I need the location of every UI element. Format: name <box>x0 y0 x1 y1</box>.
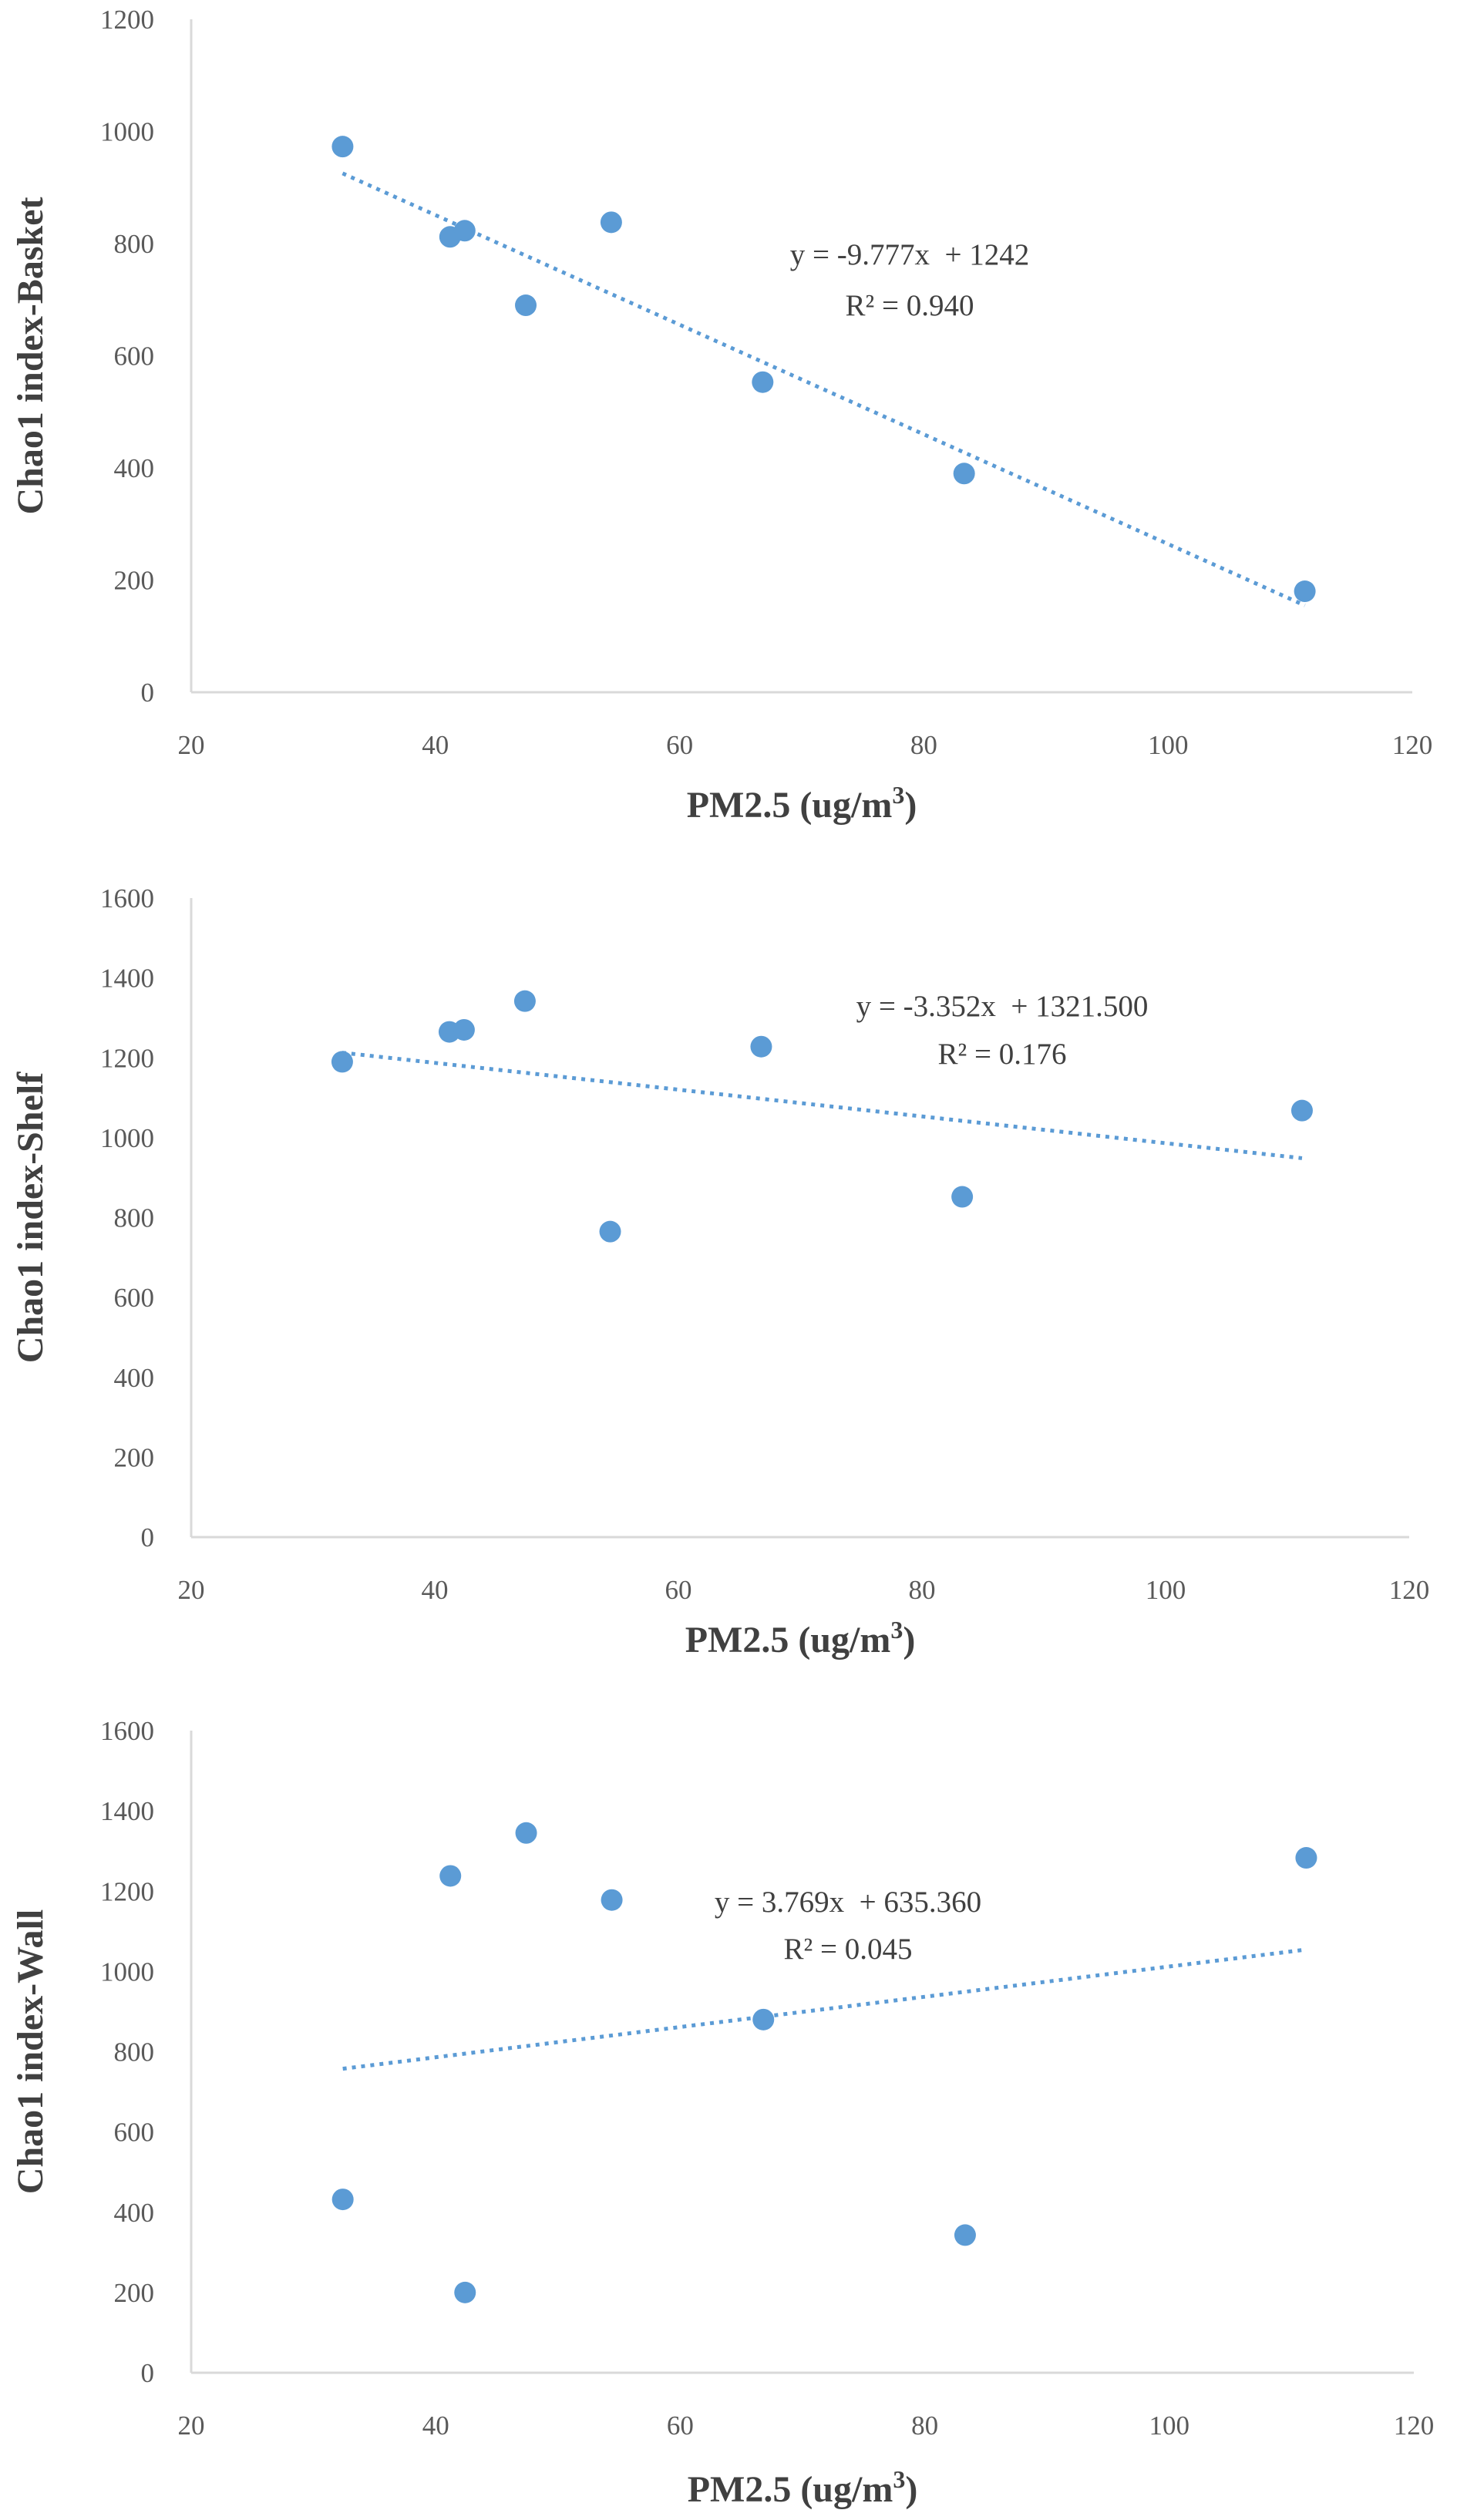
x-tick-label: 80 <box>911 2411 938 2441</box>
trendline <box>342 171 1306 607</box>
y-tick-label: 1200 <box>100 5 154 35</box>
data-point <box>439 1865 462 1887</box>
x-axis-title-tail: ) <box>904 785 917 826</box>
data-point <box>1295 1847 1317 1869</box>
chart-panel-2: 0 200 400 600 800 1000 1200 1400 1600 20 40 60 80 100… <box>10 883 1429 1660</box>
x-tick-label: 60 <box>666 730 693 760</box>
r-squared-label: R² = 0.176 <box>938 1038 1067 1071</box>
y-tick-label: 1000 <box>100 1123 154 1153</box>
data-point <box>453 220 476 242</box>
y-tick-label: 0 <box>141 678 155 708</box>
x-tick-label: 120 <box>1392 730 1433 760</box>
x-axis-title: PM2.5 (ug/m3) <box>687 781 917 826</box>
x-axis-title-tail: ) <box>903 1620 915 1660</box>
y-tick-label: 800 <box>114 2037 155 2067</box>
y-tick-label: 400 <box>114 453 155 483</box>
y-tick-label: 1000 <box>100 1956 154 1987</box>
y-axis-title: Chao1 index-Wall <box>10 1909 51 2194</box>
data-point <box>1290 1099 1313 1122</box>
y-tick-label: 200 <box>114 566 155 596</box>
data-point <box>599 1220 621 1243</box>
y-tick-label: 400 <box>114 1363 155 1393</box>
x-tick-label: 40 <box>422 1575 449 1605</box>
x-tick-label: 120 <box>1389 1575 1430 1605</box>
data-point <box>953 463 975 485</box>
y-tick-label: 1600 <box>100 883 154 913</box>
x-tick-label: 20 <box>178 730 205 760</box>
x-axis-title: PM2.5 (ug/m3) <box>688 2465 918 2510</box>
data-point <box>515 294 537 317</box>
y-tick-label: 200 <box>114 2278 155 2308</box>
y-tick-label: 1400 <box>100 964 154 994</box>
y-tick-label: 600 <box>114 341 155 372</box>
trendline-equation: y = -9.777x + 1242 <box>790 238 1029 271</box>
x-tick-label: 60 <box>667 2411 694 2441</box>
data-point <box>454 2281 476 2303</box>
x-tick-label: 120 <box>1394 2411 1435 2441</box>
x-tick-label: 20 <box>178 2411 205 2441</box>
data-point <box>515 1822 537 1844</box>
data-point <box>752 371 774 393</box>
y-tick-label: 1400 <box>100 1796 154 1826</box>
x-axis-title: PM2.5 (ug/m3) <box>685 1616 916 1660</box>
data-point <box>513 990 536 1012</box>
x-axis-title-main: PM2.5 (ug/m <box>687 785 893 826</box>
data-point <box>331 1051 353 1073</box>
y-tick-label: 800 <box>114 229 155 259</box>
y-tick-label: 400 <box>114 2198 155 2228</box>
x-tick-label: 40 <box>422 730 449 760</box>
x-tick-label: 40 <box>422 2411 449 2441</box>
trendline <box>342 1051 1303 1160</box>
trendline-equation: y = 3.769x + 635.360 <box>715 1886 981 1919</box>
data-point <box>453 1018 475 1041</box>
x-axis-title-superscript: 3 <box>890 1616 903 1644</box>
y-tick-label: 800 <box>114 1203 155 1233</box>
data-point <box>331 2189 354 2211</box>
x-tick-label: 100 <box>1149 2411 1190 2441</box>
x-axis-title-main: PM2.5 (ug/m <box>688 2469 893 2510</box>
data-point <box>601 1889 623 1911</box>
data-point <box>951 1186 974 1208</box>
y-axis-title: Chao1 index-Basket <box>10 197 51 514</box>
x-tick-label: 80 <box>910 730 937 760</box>
x-tick-label: 100 <box>1148 730 1189 760</box>
y-tick-label: 0 <box>141 1522 155 1553</box>
data-point <box>331 136 354 158</box>
chart-panel-3: 0 200 400 600 800 1000 1200 1400 1600 20 40 60 80 100… <box>10 1716 1434 2510</box>
r-squared-label: R² = 0.045 <box>784 1933 913 1966</box>
y-tick-label: 1200 <box>100 1876 154 1906</box>
y-tick-label: 200 <box>114 1442 155 1472</box>
x-tick-label: 100 <box>1146 1575 1186 1605</box>
chart-panel-1: 0 200 400 600 800 1000 1200 20 40 60 80 100 120 Chao1… <box>10 5 1432 826</box>
y-axis-title: Chao1 index-Shelf <box>10 1072 51 1363</box>
data-point <box>1294 580 1316 603</box>
x-tick-label: 80 <box>909 1575 936 1605</box>
x-axis-title-main: PM2.5 (ug/m <box>685 1620 891 1660</box>
trendline <box>342 1947 1307 2071</box>
x-axis-title-superscript: 3 <box>892 781 904 809</box>
data-point <box>752 2008 775 2030</box>
y-tick-label: 1200 <box>100 1043 154 1073</box>
y-tick-label: 600 <box>114 2118 155 2148</box>
data-point <box>600 211 622 234</box>
x-axis-title-tail: ) <box>905 2469 917 2510</box>
x-tick-label: 20 <box>178 1575 205 1605</box>
y-tick-label: 1000 <box>100 117 154 147</box>
r-squared-label: R² = 0.940 <box>846 289 974 322</box>
y-tick-label: 1600 <box>100 1716 154 1746</box>
x-axis-title-superscript: 3 <box>893 2465 905 2493</box>
y-tick-label: 0 <box>141 2358 155 2388</box>
data-point <box>750 1035 772 1058</box>
x-tick-label: 60 <box>665 1575 692 1605</box>
y-tick-label: 600 <box>114 1283 155 1313</box>
trendline-equation: y = -3.352x + 1321.500 <box>856 990 1149 1023</box>
data-point <box>954 2224 976 2246</box>
